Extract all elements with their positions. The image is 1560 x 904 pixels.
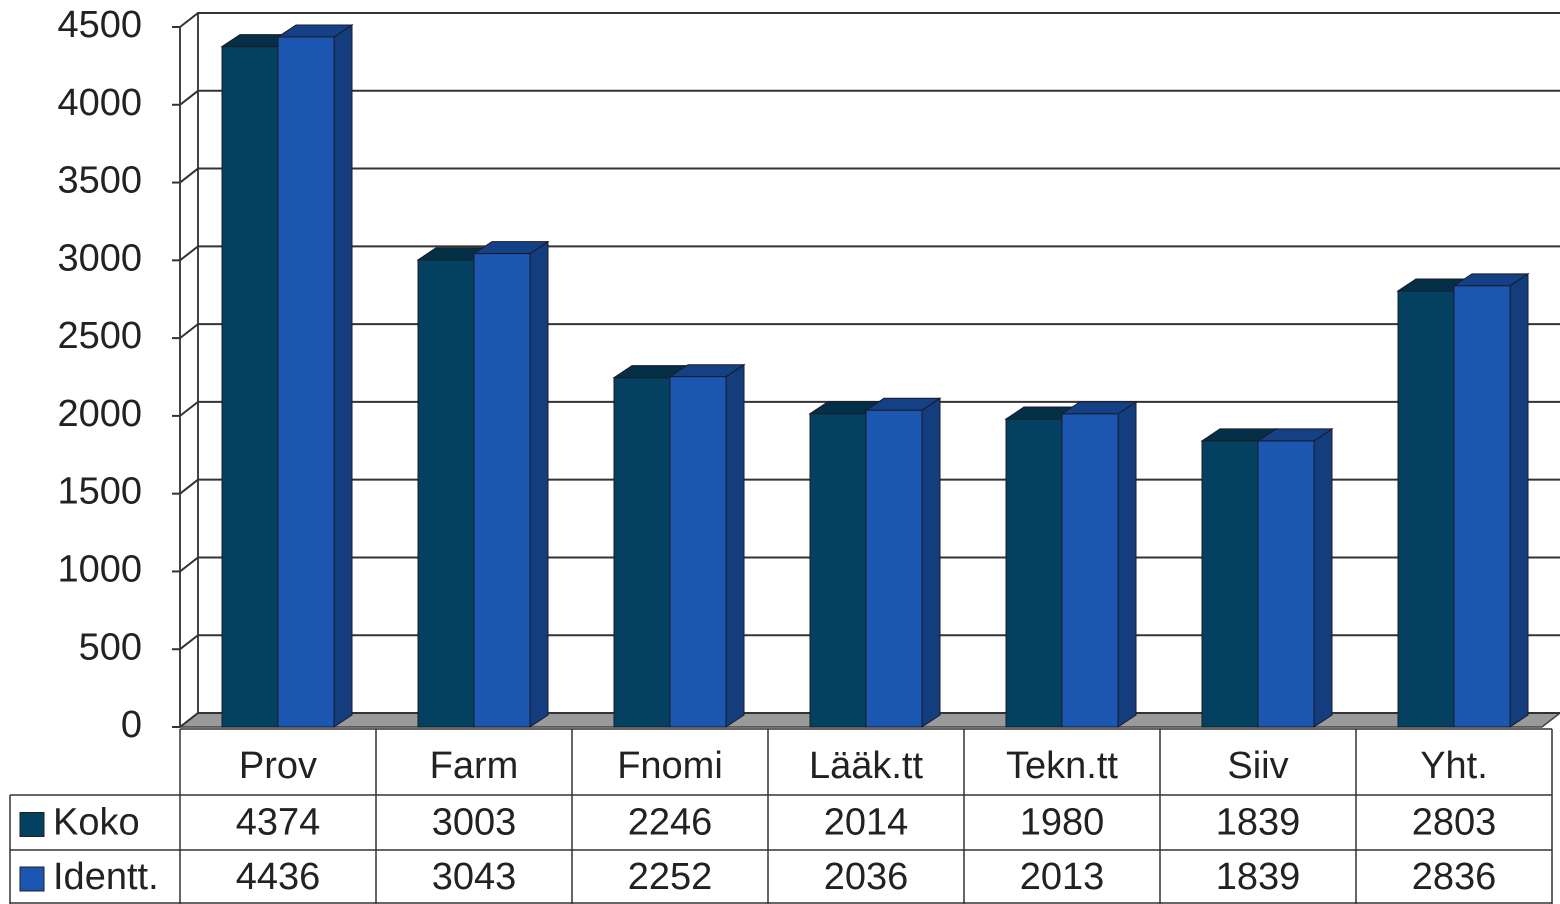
table-value: 4436 xyxy=(236,856,321,898)
table-value: 2252 xyxy=(628,856,713,898)
bar xyxy=(221,46,279,728)
x-tick-label: Fnomi xyxy=(617,745,723,787)
bar-side xyxy=(1509,272,1529,728)
bar xyxy=(417,259,475,728)
bar-side xyxy=(333,24,353,728)
bar xyxy=(1257,440,1315,728)
x-tick-label: Lääk.tt xyxy=(809,745,924,787)
table-value: 2836 xyxy=(1412,856,1497,898)
legend-swatch xyxy=(19,866,45,892)
y-tick-label: 2500 xyxy=(57,315,142,357)
bar xyxy=(865,409,923,728)
y-tick-label: 2000 xyxy=(57,393,142,435)
bar xyxy=(1005,418,1063,728)
y-tick-label: 3500 xyxy=(57,160,142,202)
table-value: 3003 xyxy=(432,802,517,844)
grid-line xyxy=(179,167,1560,184)
x-tick-label: Prov xyxy=(239,745,317,787)
bar-side xyxy=(1117,400,1137,728)
bar xyxy=(1201,440,1259,728)
y-tick-label: 3000 xyxy=(57,237,142,279)
table-value: 1980 xyxy=(1020,802,1105,844)
grid-line xyxy=(179,89,1560,106)
bar xyxy=(473,253,531,728)
bar xyxy=(809,413,867,728)
y-tick-label: 4500 xyxy=(57,4,142,46)
bar xyxy=(613,377,671,728)
x-tick-label: Farm xyxy=(430,745,519,787)
bar-side xyxy=(529,240,549,728)
y-tick-label: 1500 xyxy=(57,471,142,513)
bar xyxy=(1453,285,1511,728)
table-value: 2803 xyxy=(1412,802,1497,844)
x-tick-label: Yht. xyxy=(1420,745,1488,787)
table-value: 2014 xyxy=(824,802,909,844)
y-tick-label: 0 xyxy=(121,704,142,746)
y-tick-label: 500 xyxy=(79,626,142,668)
grid-line xyxy=(179,12,1560,28)
grid-line xyxy=(179,323,1560,339)
bar xyxy=(1061,413,1119,728)
legend-swatch xyxy=(19,812,45,837)
table-value: 2013 xyxy=(1020,856,1105,898)
table-value: 4374 xyxy=(236,802,321,844)
table-value: 3043 xyxy=(432,856,517,898)
bar xyxy=(669,376,727,728)
y-tick-label: 1000 xyxy=(57,548,142,590)
bar-side xyxy=(921,397,941,728)
table-value: 1839 xyxy=(1216,856,1301,898)
y-tick-label: 4000 xyxy=(57,82,142,124)
bar-side xyxy=(1313,427,1333,728)
x-tick-label: Tekn.tt xyxy=(1006,745,1118,787)
bar xyxy=(277,36,335,728)
bar-side xyxy=(725,363,745,728)
grid-line xyxy=(179,245,1560,262)
table-value: 2036 xyxy=(824,856,909,898)
table-value: 2246 xyxy=(628,802,713,844)
table-value: 1839 xyxy=(1216,802,1301,844)
x-tick-label: Siiv xyxy=(1227,745,1288,787)
legend-label: Koko xyxy=(53,802,140,844)
bar xyxy=(1397,290,1455,728)
legend-label: Identt. xyxy=(53,856,159,898)
